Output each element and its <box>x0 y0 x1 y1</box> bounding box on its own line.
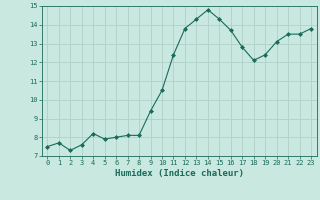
X-axis label: Humidex (Indice chaleur): Humidex (Indice chaleur) <box>115 169 244 178</box>
